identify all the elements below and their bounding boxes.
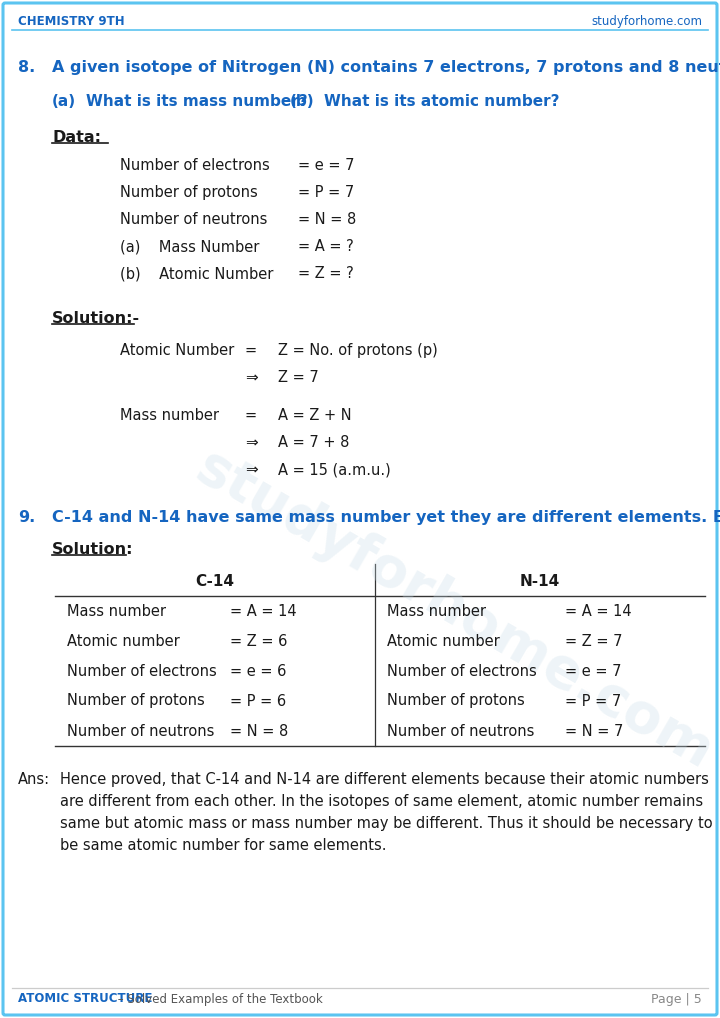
Text: What is its atomic number?: What is its atomic number? — [324, 94, 559, 109]
Text: Number of electrons: Number of electrons — [67, 664, 217, 679]
Text: Number of electrons: Number of electrons — [387, 664, 536, 679]
Text: C-14 and N-14 have same mass number yet they are different elements. Explain.: C-14 and N-14 have same mass number yet … — [52, 510, 720, 525]
Text: Number of neutrons: Number of neutrons — [387, 724, 534, 738]
Text: A = 7 + 8: A = 7 + 8 — [278, 435, 349, 450]
Text: Z = No. of protons (p): Z = No. of protons (p) — [278, 343, 438, 358]
Text: = P = 7: = P = 7 — [298, 185, 354, 200]
Text: = N = 8: = N = 8 — [298, 212, 356, 227]
Text: studyforhome.com: studyforhome.com — [186, 441, 720, 781]
Text: =: = — [245, 408, 257, 423]
Text: ⇒: ⇒ — [245, 435, 258, 450]
Text: Number of protons: Number of protons — [120, 185, 258, 200]
Text: = N = 7: = N = 7 — [565, 724, 624, 738]
Text: ⇒: ⇒ — [245, 370, 258, 385]
Text: = Z = 7: = Z = 7 — [565, 633, 623, 648]
Text: Number of neutrons: Number of neutrons — [120, 212, 267, 227]
Text: ATOMIC STRUCTURE: ATOMIC STRUCTURE — [18, 993, 153, 1006]
Text: = A = 14: = A = 14 — [230, 604, 297, 619]
Text: A given isotope of Nitrogen (N) contains 7 electrons, 7 protons and 8 neutrons.: A given isotope of Nitrogen (N) contains… — [52, 60, 720, 75]
Text: (a)    Mass Number: (a) Mass Number — [120, 239, 259, 254]
Text: same but atomic mass or mass number may be different. Thus it should be necessar: same but atomic mass or mass number may … — [60, 816, 713, 831]
Text: = e = 7: = e = 7 — [298, 158, 354, 173]
Text: = e = 7: = e = 7 — [565, 664, 621, 679]
Text: studyforhome.com: studyforhome.com — [591, 14, 702, 27]
Text: – Solved Examples of the Textbook: – Solved Examples of the Textbook — [114, 993, 323, 1006]
Text: Data:: Data: — [52, 130, 101, 145]
Text: = P = 6: = P = 6 — [230, 693, 286, 709]
Text: Mass number: Mass number — [120, 408, 219, 423]
Text: Number of protons: Number of protons — [387, 693, 525, 709]
Text: Number of electrons: Number of electrons — [120, 158, 270, 173]
Text: Atomic Number: Atomic Number — [120, 343, 234, 358]
Text: A = 15 (a.m.u.): A = 15 (a.m.u.) — [278, 462, 391, 477]
Text: Mass number: Mass number — [387, 604, 486, 619]
Text: = A = 14: = A = 14 — [565, 604, 631, 619]
Text: Number of neutrons: Number of neutrons — [67, 724, 215, 738]
Text: Mass number: Mass number — [67, 604, 166, 619]
Text: 9.: 9. — [18, 510, 35, 525]
Text: Atomic number: Atomic number — [387, 633, 500, 648]
Text: Solution:-: Solution:- — [52, 312, 140, 326]
Text: (b)    Atomic Number: (b) Atomic Number — [120, 266, 274, 281]
Text: Number of protons: Number of protons — [67, 693, 204, 709]
Text: = N = 8: = N = 8 — [230, 724, 288, 738]
Text: = e = 6: = e = 6 — [230, 664, 287, 679]
Text: Ans:: Ans: — [18, 772, 50, 787]
Text: Solution:: Solution: — [52, 542, 133, 557]
Text: be same atomic number for same elements.: be same atomic number for same elements. — [60, 838, 387, 853]
Text: = A = ?: = A = ? — [298, 239, 354, 254]
Text: A = Z + N: A = Z + N — [278, 408, 351, 423]
Text: Atomic number: Atomic number — [67, 633, 180, 648]
Text: = Z = 6: = Z = 6 — [230, 633, 287, 648]
Text: What is its mass number?: What is its mass number? — [86, 94, 307, 109]
Text: C-14: C-14 — [196, 574, 235, 589]
Text: N-14: N-14 — [520, 574, 560, 589]
Text: Hence proved, that C-14 and N-14 are different elements because their atomic num: Hence proved, that C-14 and N-14 are dif… — [60, 772, 709, 787]
Text: are different from each other. In the isotopes of same element, atomic number re: are different from each other. In the is… — [60, 794, 703, 809]
Text: (b): (b) — [290, 94, 315, 109]
Text: Page | 5: Page | 5 — [652, 993, 702, 1006]
Text: = P = 7: = P = 7 — [565, 693, 621, 709]
Text: ⇒: ⇒ — [245, 462, 258, 477]
Text: (a): (a) — [52, 94, 76, 109]
Text: Z = 7: Z = 7 — [278, 370, 319, 385]
Text: =: = — [245, 343, 257, 358]
Text: 8.: 8. — [18, 60, 35, 75]
Text: CHEMISTRY 9TH: CHEMISTRY 9TH — [18, 14, 125, 27]
Text: = Z = ?: = Z = ? — [298, 266, 354, 281]
